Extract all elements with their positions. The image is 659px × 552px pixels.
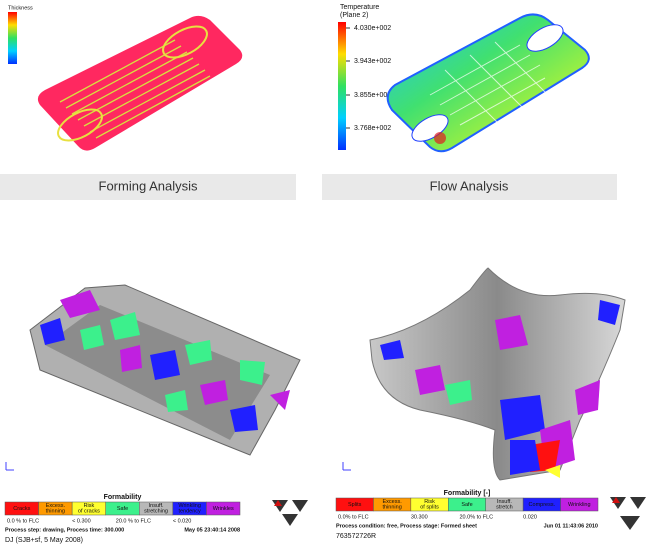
scale-label: 0.020	[523, 514, 537, 520]
legend-label: Risk	[424, 499, 435, 505]
legend-label: thinning	[46, 509, 65, 515]
legend-value: 3.768e+002	[354, 125, 391, 132]
port	[162, 25, 208, 59]
scale-label: < 0.300	[72, 518, 91, 524]
axis-triad	[342, 462, 351, 471]
part	[369, 267, 626, 481]
thickness-scale	[8, 12, 17, 64]
legend-label: Cracks	[13, 506, 30, 512]
legend-label: Safe	[461, 502, 472, 508]
port	[526, 24, 564, 52]
legend-title: Thickness	[8, 5, 33, 11]
legend-value: 4.030e+002	[354, 25, 391, 32]
logo	[272, 500, 308, 526]
legend-label: Wrinkling	[178, 503, 201, 509]
axis-triad	[5, 462, 14, 471]
legend-value: 3.855e+002	[354, 92, 391, 99]
legend-label: Wrinkling	[568, 502, 591, 508]
author: DJ (SJB+sf, 5 May 2008)	[5, 537, 83, 544]
legend-title: Temperature	[340, 4, 379, 11]
legend-label: Wrinkles	[213, 506, 234, 512]
legend-label: of cracks	[78, 509, 100, 515]
legend-value: 3.943e+002	[354, 58, 391, 65]
scale-label: 0.0% to FLC	[338, 514, 369, 520]
legend-title: Formability	[104, 494, 142, 501]
legend-label: stretch	[496, 505, 513, 511]
legend-subtitle: (Plane 2)	[340, 12, 368, 19]
legend-label: Excess.	[46, 503, 66, 509]
process-info: Process step: drawing, Process time: 300…	[5, 527, 124, 533]
legend-label: tendency	[178, 509, 201, 515]
scale-label: 20.0% to FLC	[460, 514, 494, 520]
legend-label: thinning	[383, 505, 402, 511]
scale-label: < 0.020	[173, 518, 192, 524]
flow-pattern	[429, 41, 549, 126]
date: May 05 23:40:14 2008	[184, 527, 240, 533]
legend-label: Insuff.	[497, 499, 512, 505]
temperature-scale	[338, 22, 346, 150]
caption: Flow Analysis	[430, 178, 509, 193]
legend-label: of splits	[420, 505, 439, 511]
blank-plate	[37, 15, 243, 151]
legend-title: Formability [-]	[444, 490, 491, 497]
forming-result	[5, 284, 301, 471]
caption: Forming Analysis	[99, 178, 198, 193]
flow-thumbnail: Temperature (Plane 2) 4.030e+002 3.943e+0…	[338, 4, 590, 153]
logo	[610, 497, 646, 530]
legend-swatch	[560, 497, 599, 512]
scale-label: 0.0 % to FLC	[7, 518, 39, 524]
caption-bar	[0, 174, 296, 200]
legend-label: Insuff.	[149, 503, 164, 509]
legend-label: Excess.	[383, 499, 403, 505]
legend-label: Splits	[348, 502, 362, 508]
forming-thumbnail: Thickness	[8, 5, 243, 151]
process-info: Process condition: free, Process stage: …	[336, 523, 477, 529]
legend-label: Safe	[117, 506, 128, 512]
port	[57, 108, 103, 142]
legend-label: Risk	[84, 503, 95, 509]
scale-label: 30.300	[411, 514, 428, 520]
flow-result	[342, 267, 626, 481]
patches	[380, 300, 620, 478]
scale-label: 20.0 % to FLC	[116, 518, 151, 524]
legend-label: Compress.	[529, 502, 556, 508]
legend-label: stretching	[144, 509, 168, 515]
date: Jun 01 11:43:06 2010	[544, 523, 598, 529]
patches	[40, 290, 290, 432]
caption-bar	[322, 174, 617, 200]
legend-swatch	[206, 501, 241, 516]
hot-spot	[434, 132, 446, 144]
author: 763572726R	[336, 533, 376, 540]
